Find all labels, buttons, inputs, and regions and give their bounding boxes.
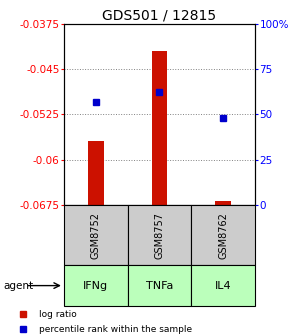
Bar [151, 51, 167, 205]
Bar [191, 205, 255, 265]
Text: IFNg: IFNg [83, 281, 108, 291]
Bar [128, 205, 191, 265]
Bar [128, 265, 191, 306]
Text: TNFa: TNFa [146, 281, 173, 291]
Text: GSM8762: GSM8762 [218, 212, 228, 259]
Text: percentile rank within the sample: percentile rank within the sample [39, 325, 193, 334]
Text: IL4: IL4 [215, 281, 232, 291]
Text: log ratio: log ratio [39, 310, 77, 319]
Title: GDS501 / 12815: GDS501 / 12815 [102, 8, 217, 23]
Bar [64, 265, 128, 306]
Text: agent: agent [3, 281, 33, 291]
Text: GSM8752: GSM8752 [91, 212, 101, 259]
Bar [215, 201, 231, 205]
Bar [88, 141, 104, 205]
Bar [64, 205, 128, 265]
Bar [191, 265, 255, 306]
Text: GSM8757: GSM8757 [155, 212, 164, 259]
